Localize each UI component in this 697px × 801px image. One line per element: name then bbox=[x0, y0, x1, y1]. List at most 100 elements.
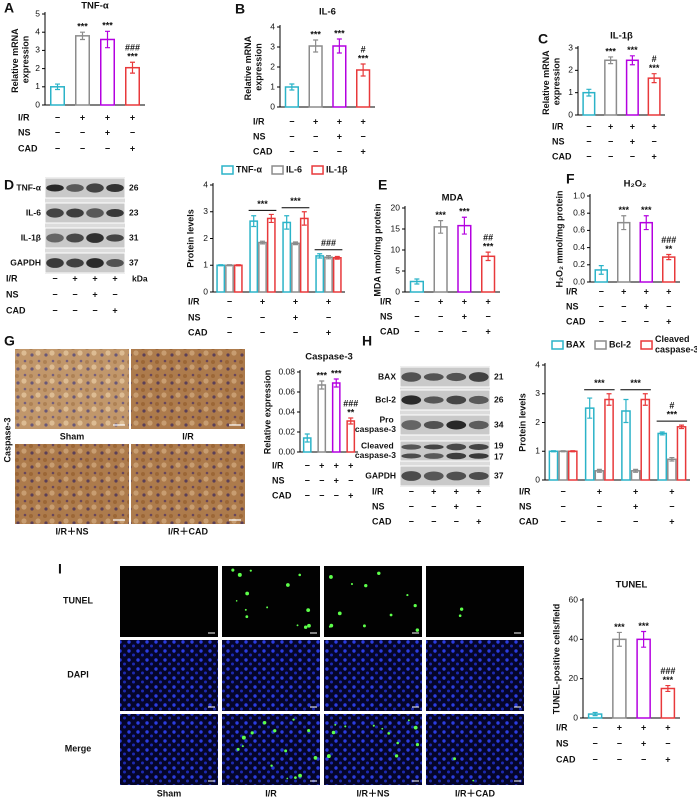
condition-sign: − bbox=[592, 722, 597, 732]
micrograph-tint bbox=[15, 349, 129, 429]
y-axis-label: Protein levels bbox=[517, 393, 527, 452]
bar bbox=[640, 398, 651, 481]
image-label: I/R bbox=[182, 431, 194, 441]
condition-sign: + bbox=[651, 151, 656, 161]
error-bar bbox=[251, 215, 257, 228]
blot-band bbox=[423, 471, 444, 481]
band-label: Bcl-2 bbox=[375, 394, 396, 404]
condition-label: I/R bbox=[380, 296, 392, 306]
y-tick-label: 1 bbox=[35, 81, 40, 91]
error-bar bbox=[643, 215, 649, 231]
bar bbox=[332, 257, 342, 293]
error-bar bbox=[55, 83, 60, 91]
panel-letter: E bbox=[378, 177, 387, 193]
legend-label: TNF-α bbox=[236, 164, 262, 174]
error-bar bbox=[284, 215, 290, 230]
error-bar bbox=[606, 393, 612, 406]
band-label: Pro caspase-3 bbox=[355, 415, 396, 435]
bar bbox=[636, 638, 651, 719]
bar bbox=[433, 226, 448, 293]
significance: # bbox=[669, 400, 674, 410]
condition-sign: − bbox=[326, 312, 331, 322]
condition-sign: + bbox=[105, 112, 110, 122]
bar bbox=[331, 382, 341, 453]
chart-title: Caspase-3 bbox=[305, 352, 353, 363]
legend-swatch bbox=[551, 340, 564, 350]
significance: *** bbox=[310, 29, 321, 39]
tunel-cell bbox=[394, 754, 399, 758]
condition-sign: − bbox=[560, 501, 565, 511]
blot-band bbox=[401, 453, 422, 459]
band-label: GAPDH bbox=[10, 257, 41, 267]
condition-sign: − bbox=[644, 316, 649, 326]
error-bar bbox=[642, 393, 648, 406]
tunel-cell bbox=[326, 754, 331, 759]
condition-label: NS bbox=[552, 136, 565, 146]
legend-label: BAX bbox=[566, 339, 585, 349]
micrograph bbox=[120, 714, 218, 785]
condition-sign: − bbox=[592, 738, 597, 748]
y-tick-label: 2 bbox=[35, 63, 40, 73]
micrograph bbox=[426, 640, 524, 711]
error-bar bbox=[326, 255, 331, 260]
tunel-cell bbox=[413, 725, 418, 730]
condition-sign: + bbox=[485, 296, 490, 306]
condition-sign: − bbox=[414, 296, 419, 306]
tunel-cell bbox=[372, 724, 375, 727]
tunel-cell bbox=[236, 747, 240, 751]
bar bbox=[639, 221, 653, 283]
panel-letter: F bbox=[566, 171, 575, 187]
y-tick-label: 10 bbox=[391, 244, 401, 254]
condition-sign: − bbox=[476, 501, 481, 511]
error-bar bbox=[485, 251, 491, 262]
tunel-cell bbox=[241, 735, 246, 740]
condition-label: NS bbox=[188, 312, 201, 322]
condition-sign: − bbox=[560, 516, 565, 526]
condition-sign: − bbox=[597, 516, 602, 526]
bar bbox=[282, 221, 292, 293]
bar bbox=[332, 45, 347, 108]
condition-sign: − bbox=[72, 305, 77, 315]
bar bbox=[317, 384, 327, 453]
blot-band bbox=[446, 372, 467, 382]
micrograph bbox=[120, 566, 218, 637]
blot-band bbox=[423, 444, 444, 450]
condition-sign: + bbox=[597, 486, 602, 496]
error-bar bbox=[348, 417, 354, 425]
blot-band bbox=[423, 420, 444, 430]
condition-sign: + bbox=[112, 305, 117, 315]
tunel-cell bbox=[286, 777, 289, 780]
bar bbox=[625, 59, 639, 116]
condition-sign: + bbox=[462, 311, 467, 321]
blot-band bbox=[423, 453, 444, 459]
tunel-cell bbox=[387, 731, 391, 735]
tunel-cell bbox=[381, 727, 384, 730]
micrograph bbox=[426, 714, 524, 785]
condition-sign: − bbox=[55, 112, 60, 122]
error-bar bbox=[570, 450, 576, 453]
blot-strip bbox=[44, 227, 126, 249]
y-tick-label: 3 bbox=[203, 206, 208, 216]
condition-sign: − bbox=[55, 143, 60, 153]
condition-sign: − bbox=[227, 312, 232, 322]
blot-band bbox=[86, 258, 104, 268]
band-size: 26 bbox=[129, 182, 139, 192]
significance: *** bbox=[334, 28, 345, 38]
bar bbox=[612, 638, 627, 719]
blot-band bbox=[66, 208, 84, 218]
bar bbox=[662, 256, 676, 283]
y-tick-label: 3 bbox=[270, 41, 275, 51]
condition-sign: − bbox=[289, 116, 294, 126]
condition-sign: − bbox=[334, 490, 339, 500]
tunel-cell bbox=[344, 725, 347, 728]
bar bbox=[604, 398, 614, 481]
y-tick-label: 2 bbox=[203, 233, 208, 243]
condition-sign: − bbox=[130, 127, 135, 137]
error-bar bbox=[319, 380, 325, 390]
blot-band bbox=[401, 471, 422, 481]
blot-band bbox=[446, 443, 467, 451]
panel-letter: C bbox=[538, 31, 548, 47]
column-label: I/R＋NS bbox=[356, 788, 389, 798]
bar bbox=[291, 242, 300, 293]
